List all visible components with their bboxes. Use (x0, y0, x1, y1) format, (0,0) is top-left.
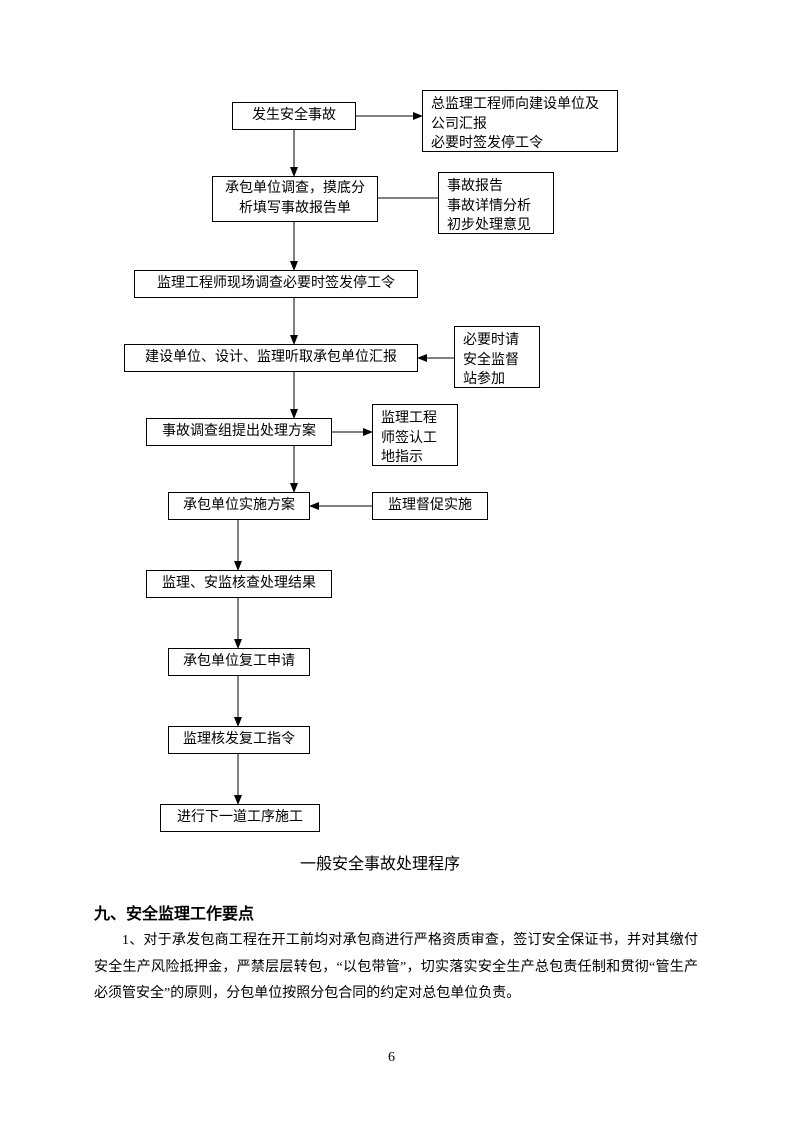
flowchart-node-n1b: 总监理工程师向建设单位及公司汇报必要时签发停工令 (422, 90, 618, 152)
section-heading: 九、安全监理工作要点 (94, 900, 254, 924)
flowchart-node-n5: 事故调查组提出处理方案 (146, 418, 332, 446)
flowchart-node-n8: 承包单位复工申请 (168, 648, 310, 676)
flowchart-node-n10: 进行下一道工序施工 (160, 804, 320, 832)
flowchart-node-n5b: 监理工程师签认工地指示 (372, 404, 458, 466)
flowchart-node-n6b: 监理督促实施 (372, 492, 488, 520)
flowchart-node-n7: 监理、安监核查处理结果 (146, 570, 332, 598)
flowchart-node-n6: 承包单位实施方案 (168, 492, 310, 520)
body-paragraph: 1、对于承发包商工程在开工前均对承包商进行严格资质审查，签订安全保证书，并对其缴… (94, 928, 698, 1008)
flowchart-caption: 一般安全事故处理程序 (300, 850, 460, 874)
flowchart-node-n2: 承包单位调查，摸底分析填写事故报告单 (212, 176, 378, 222)
page-number: 6 (388, 1050, 395, 1066)
flowchart-node-n3: 监理工程师现场调查必要时签发停工令 (134, 270, 418, 298)
flowchart-node-n9: 监理核发复工指令 (168, 726, 310, 754)
flowchart-node-n2b: 事故报告事故详情分析初步处理意见 (438, 172, 554, 234)
flowchart-node-n1: 发生安全事故 (232, 102, 356, 130)
flowchart-node-n4: 建设单位、设计、监理听取承包单位汇报 (124, 344, 418, 372)
document-page: 发生安全事故 总监理工程师向建设单位及公司汇报必要时签发停工令承包单位调查，摸底分… (0, 0, 794, 1123)
flowchart-node-n4b: 必要时请安全监督站参加 (454, 326, 540, 388)
